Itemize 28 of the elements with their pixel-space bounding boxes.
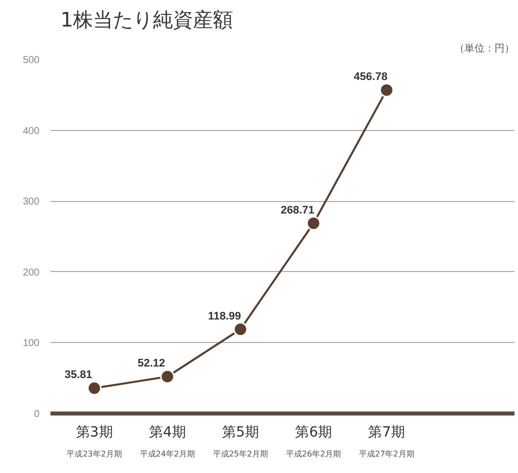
text: 平成26年2月期 <box>286 450 342 458</box>
text: （単位：円） <box>454 42 514 54</box>
x-tick-label: 第4期 <box>148 424 186 440</box>
text: 平成24年2月期 <box>140 450 196 458</box>
point <box>306 216 321 230</box>
text: 平成27年2月期 <box>358 450 414 458</box>
point <box>233 322 248 336</box>
y-tick-label: 300 <box>22 196 40 208</box>
y-tick-label: 0 <box>34 409 40 420</box>
x-tick-label: 第7期 <box>368 424 406 440</box>
point <box>379 82 394 98</box>
x-tick-label: 第3期 <box>76 424 113 440</box>
x-tick-label: 第5期 <box>222 424 259 440</box>
point <box>160 369 175 384</box>
text: 平成23年2月期 <box>66 450 122 458</box>
x-tick-label: 第6期 <box>295 424 332 440</box>
y-tick-label: 400 <box>22 126 40 137</box>
data-label: 268.71 <box>280 204 314 216</box>
point <box>87 380 102 396</box>
y-tick-label: 100 <box>22 338 40 350</box>
data-label: 456.78 <box>354 71 388 84</box>
data-label: 52.12 <box>138 358 166 370</box>
y-tick-label: 200 <box>22 267 40 278</box>
chart-title: 1株当たり純資産額 <box>60 8 234 32</box>
data-label: 118.99 <box>208 310 242 322</box>
text: 平成25年2月期 <box>212 450 268 458</box>
data-label: 35.81 <box>64 369 92 382</box>
y-tick-label: 500 <box>22 55 40 66</box>
